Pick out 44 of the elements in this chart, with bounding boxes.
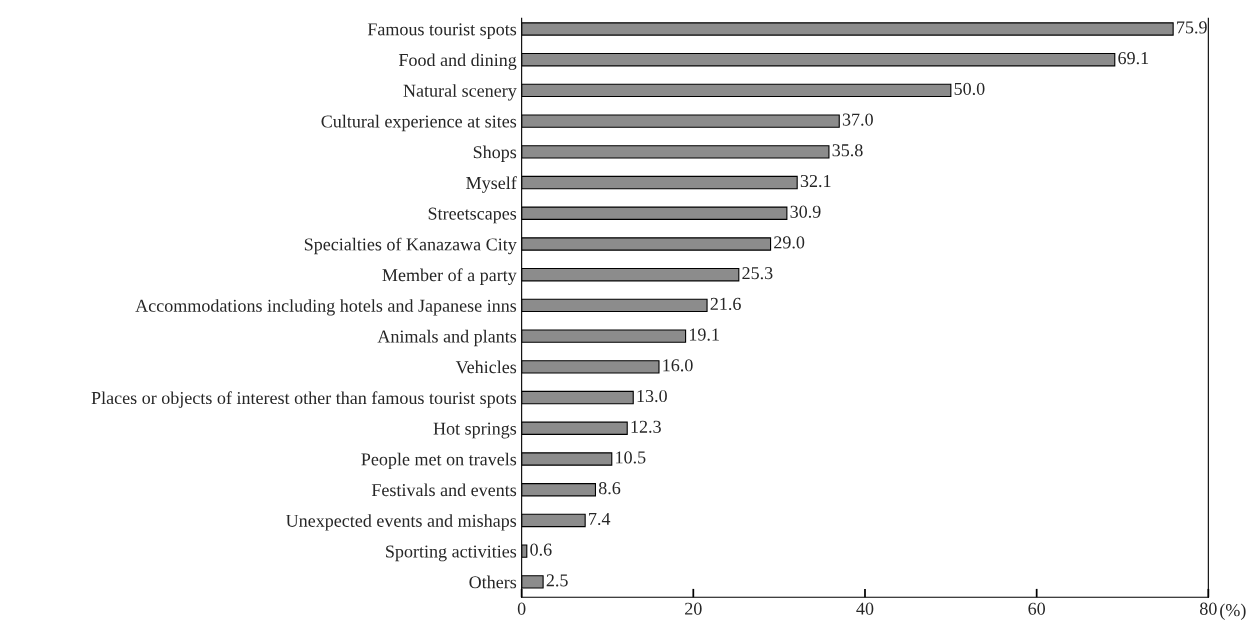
data-label: 8.6 bbox=[598, 482, 621, 495]
data-label: 35.8 bbox=[832, 144, 863, 157]
data-label: 21.6 bbox=[710, 297, 741, 311]
y-tick-label: Streetscapes bbox=[428, 207, 517, 224]
data-label: 7.4 bbox=[589, 512, 611, 526]
x-tick-label: 80 bbox=[1200, 602, 1217, 615]
y-tick-label: Shops bbox=[473, 145, 517, 162]
y-tick-label: Accommodations including hotels and Japanese inns bbox=[135, 299, 517, 316]
data-label: 32.1 bbox=[800, 174, 831, 188]
y-tick-label: Food and dining bbox=[398, 53, 517, 70]
x-tick-label: 20 bbox=[685, 602, 702, 615]
data-label: 12.3 bbox=[631, 420, 661, 433]
y-tick-label: Cultural experience at sites bbox=[321, 114, 517, 132]
data-label: 10.5 bbox=[616, 451, 646, 464]
data-label: 75.9 bbox=[1177, 21, 1207, 34]
data-label: 69.1 bbox=[1118, 52, 1149, 65]
y-tick-label: Festivals and events bbox=[371, 483, 517, 497]
y-tick-label: Animals and plants bbox=[377, 329, 517, 347]
data-label: 25.3 bbox=[742, 267, 773, 280]
y-tick-label: Member of a party bbox=[382, 268, 517, 285]
x-tick-label: 60 bbox=[1028, 602, 1045, 615]
y-tick-label: Natural scenery bbox=[403, 84, 517, 101]
y-tick-label: Places or objects of interest other than famous tourist spots bbox=[91, 391, 517, 408]
y-tick-label: Others bbox=[469, 575, 517, 589]
y-tick-label: People met on travels bbox=[361, 452, 517, 470]
data-label: 0.6 bbox=[530, 543, 552, 556]
x-tick-label: 40 bbox=[856, 602, 874, 615]
x-tick-label: 0 bbox=[517, 602, 526, 615]
y-tick-label: Specialties of Kanazawa City bbox=[304, 237, 517, 255]
data-label: 37.0 bbox=[842, 113, 873, 126]
data-label: 2.5 bbox=[546, 574, 568, 587]
y-tick-label: Vehicles bbox=[455, 360, 517, 374]
y-tick-label: Myself bbox=[466, 176, 517, 193]
x-axis-title: (%) bbox=[1220, 603, 1246, 620]
data-label: 29.0 bbox=[774, 236, 805, 249]
y-tick-label: Sporting activities bbox=[386, 545, 517, 562]
y-tick-label: Hot springs bbox=[433, 422, 517, 439]
data-label: 30.9 bbox=[790, 205, 821, 218]
y-tick-label: Famous tourist spots bbox=[367, 23, 517, 40]
y-tick-label: Unexpected events and mishaps bbox=[286, 514, 517, 531]
data-label: 13.0 bbox=[637, 389, 667, 403]
data-label: 19.1 bbox=[689, 328, 719, 341]
data-label: 50.0 bbox=[954, 82, 985, 95]
data-label: 16.0 bbox=[663, 359, 693, 372]
